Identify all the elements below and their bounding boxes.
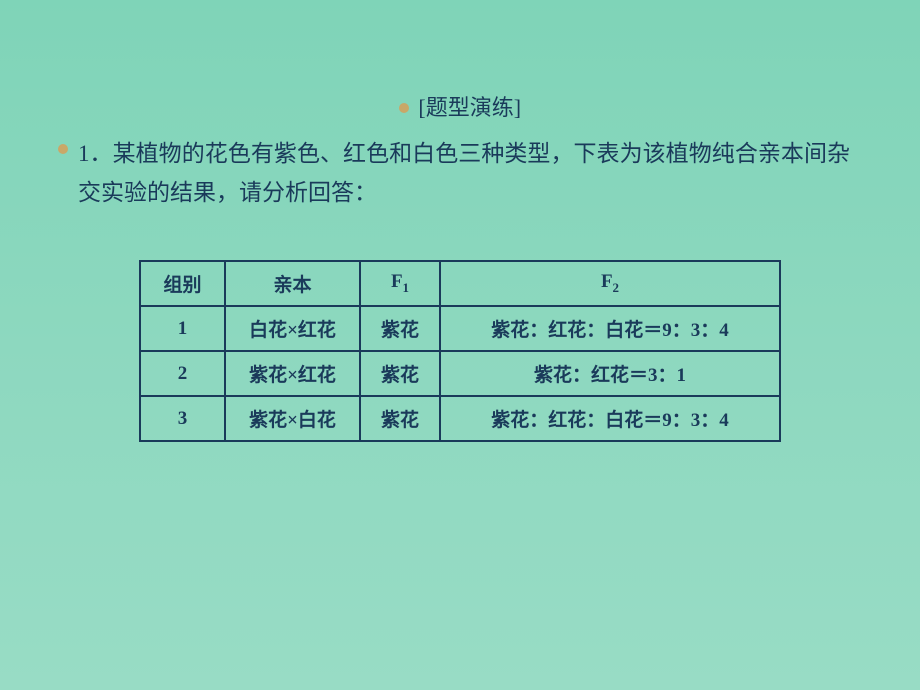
question-number: 1． bbox=[78, 141, 113, 166]
table-container: 组别 亲本 F1 F2 1 白花×红花 紫花 紫花：红花：白花＝9：3：4 2 … bbox=[0, 260, 920, 442]
cell-f1: 紫花 bbox=[360, 351, 440, 396]
header-group: 组别 bbox=[140, 261, 225, 306]
table-header-row: 组别 亲本 F1 F2 bbox=[140, 261, 780, 306]
experiment-table: 组别 亲本 F1 F2 1 白花×红花 紫花 紫花：红花：白花＝9：3：4 2 … bbox=[139, 260, 781, 442]
cell-parent: 紫花×红花 bbox=[225, 351, 360, 396]
header-f2: F2 bbox=[440, 261, 780, 306]
header-parent: 亲本 bbox=[225, 261, 360, 306]
cell-f2: 紫花：红花：白花＝9：3：4 bbox=[440, 396, 780, 441]
cell-group: 2 bbox=[140, 351, 225, 396]
question-block: 1．某植物的花色有紫色、红色和白色三种类型，下表为该植物纯合亲本间杂交实验的结果… bbox=[0, 134, 920, 212]
table-body: 1 白花×红花 紫花 紫花：红花：白花＝9：3：4 2 紫花×红花 紫花 紫花：… bbox=[140, 306, 780, 441]
cell-f2: 紫花：红花＝3：1 bbox=[440, 351, 780, 396]
question-text: 1．某植物的花色有紫色、红色和白色三种类型，下表为该植物纯合亲本间杂交实验的结果… bbox=[78, 134, 850, 212]
bullet-icon bbox=[58, 144, 68, 154]
cell-group: 1 bbox=[140, 306, 225, 351]
cell-f1: 紫花 bbox=[360, 306, 440, 351]
bullet-icon bbox=[399, 103, 409, 113]
cell-group: 3 bbox=[140, 396, 225, 441]
section-title: [题型演练] bbox=[418, 95, 521, 120]
table-row: 3 紫花×白花 紫花 紫花：红花：白花＝9：3：4 bbox=[140, 396, 780, 441]
question-body: 某植物的花色有紫色、红色和白色三种类型，下表为该植物纯合亲本间杂交实验的结果，请… bbox=[78, 141, 850, 205]
cell-parent: 紫花×白花 bbox=[225, 396, 360, 441]
header-f1: F1 bbox=[360, 261, 440, 306]
slide-content: [题型演练] 1．某植物的花色有紫色、红色和白色三种类型，下表为该植物纯合亲本间… bbox=[0, 0, 920, 442]
table-row: 2 紫花×红花 紫花 紫花：红花＝3：1 bbox=[140, 351, 780, 396]
cell-parent: 白花×红花 bbox=[225, 306, 360, 351]
table-row: 1 白花×红花 紫花 紫花：红花：白花＝9：3：4 bbox=[140, 306, 780, 351]
cell-f1: 紫花 bbox=[360, 396, 440, 441]
cell-f2: 紫花：红花：白花＝9：3：4 bbox=[440, 306, 780, 351]
section-title-line: [题型演练] bbox=[0, 90, 920, 122]
